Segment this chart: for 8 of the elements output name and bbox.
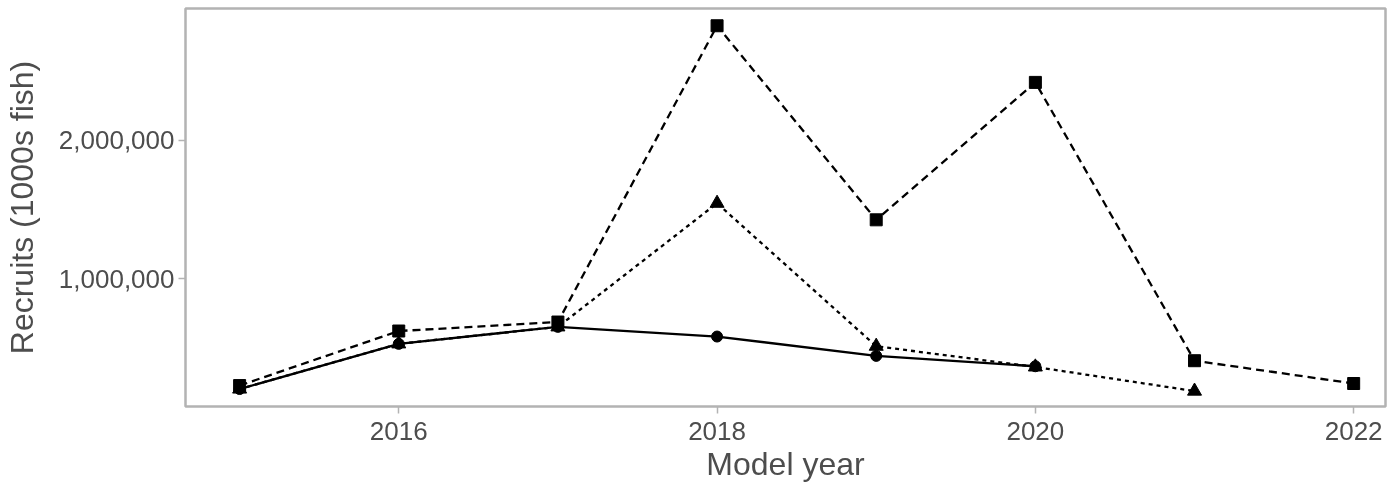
y-axis-title: Recruits (1000s fish) bbox=[3, 60, 40, 355]
y-tick-label: 2,000,000 bbox=[58, 125, 175, 156]
x-axis-title: Model year bbox=[706, 445, 865, 482]
x-tick-label: 2022 bbox=[1324, 415, 1383, 446]
x-tick-label: 2018 bbox=[688, 415, 746, 446]
x-tick-label: 2016 bbox=[369, 415, 428, 446]
y-tick-label: 1,000,000 bbox=[58, 263, 175, 294]
x-tick-label: 2020 bbox=[1006, 415, 1065, 446]
